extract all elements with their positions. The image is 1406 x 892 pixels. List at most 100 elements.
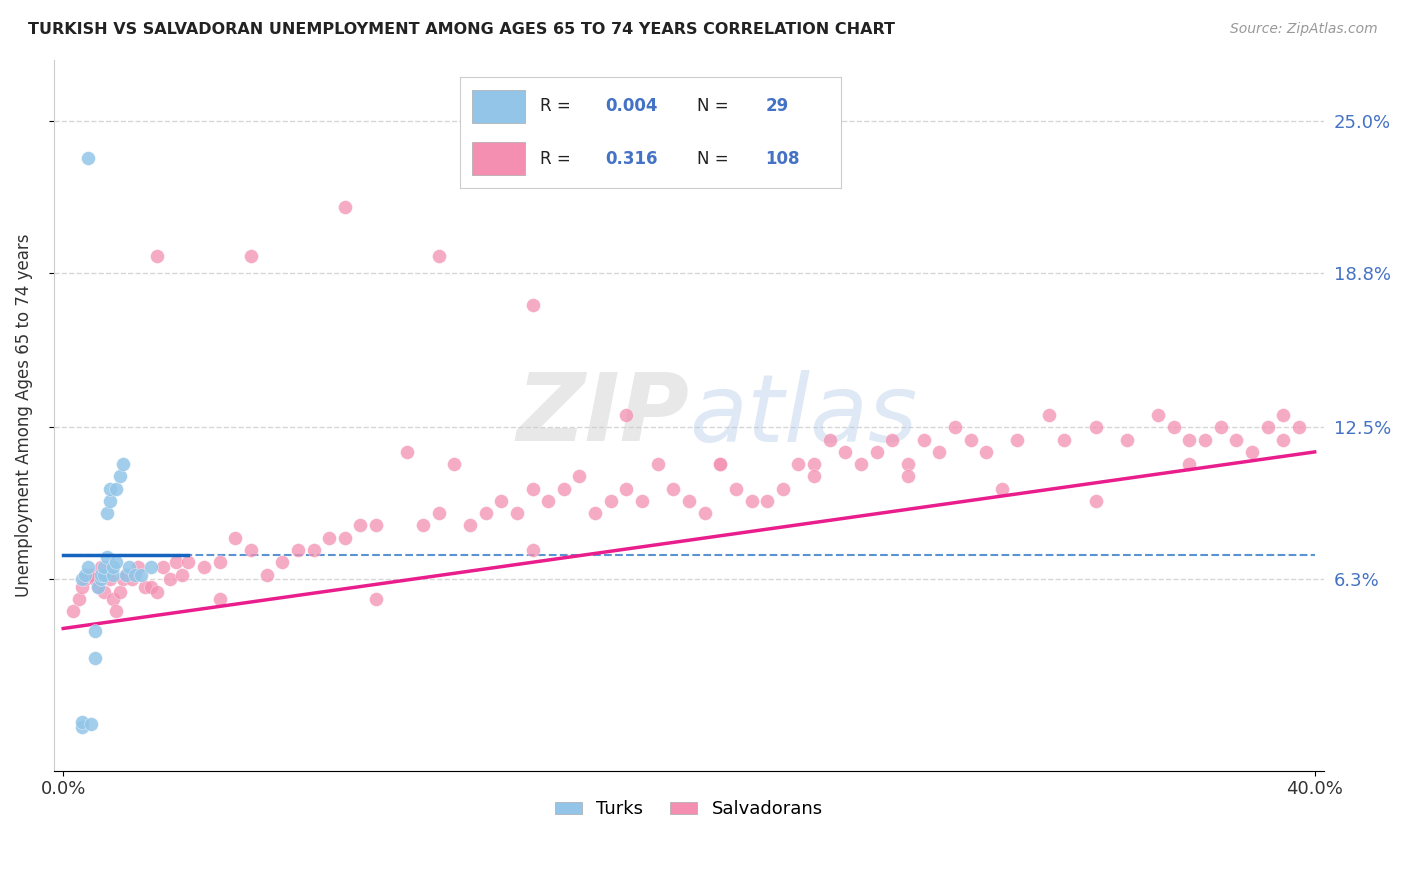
Point (80, 567, 103, 582)
Point (75, 573, 97, 587)
Point (912, 433, 935, 447)
Point (756, 494, 779, 508)
Point (974, 445, 997, 459)
Point (1178, 457, 1201, 471)
Point (897, 457, 920, 471)
Point (1272, 408, 1295, 422)
Point (614, 482, 637, 496)
Point (614, 408, 637, 422)
Point (396, 445, 419, 459)
Point (599, 494, 621, 508)
Point (121, 573, 143, 587)
Point (803, 469, 825, 483)
Point (90, 560, 112, 574)
Point (146, 584, 169, 599)
Point (67, 592, 90, 607)
Point (1163, 420, 1185, 434)
Point (83, 624, 105, 638)
Point (568, 469, 591, 483)
Point (105, 604, 128, 618)
Point (127, 560, 149, 574)
Point (114, 567, 136, 582)
Point (111, 573, 134, 587)
Point (1084, 494, 1107, 508)
Point (537, 494, 560, 508)
Point (662, 482, 685, 496)
Point (1038, 408, 1060, 422)
Point (724, 482, 747, 496)
Point (647, 457, 669, 471)
Point (959, 433, 981, 447)
Text: Source: ZipAtlas.com: Source: ZipAtlas.com (1230, 22, 1378, 37)
Point (882, 433, 904, 447)
Point (849, 457, 872, 471)
Point (83, 573, 105, 587)
Point (1147, 408, 1170, 422)
Point (224, 531, 246, 545)
Point (103, 567, 125, 582)
Point (991, 482, 1014, 496)
Point (678, 494, 700, 508)
Point (1272, 433, 1295, 447)
Point (105, 555, 128, 569)
Point (412, 518, 434, 533)
Point (131, 567, 153, 582)
Point (77, 151, 100, 165)
Text: ZIP: ZIP (516, 369, 689, 461)
Point (866, 445, 889, 459)
Point (1288, 420, 1310, 434)
Point (239, 249, 262, 263)
Point (522, 482, 544, 496)
Point (239, 543, 262, 558)
Point (349, 518, 371, 533)
Point (583, 506, 606, 520)
Point (165, 555, 187, 569)
Point (98, 573, 121, 587)
Point (553, 482, 575, 496)
Point (364, 518, 387, 533)
Point (108, 584, 131, 599)
Point (1178, 433, 1201, 447)
Point (93, 560, 115, 574)
Y-axis label: Unemployment Among Ages 65 to 74 years: Unemployment Among Ages 65 to 74 years (15, 234, 32, 597)
Point (318, 531, 340, 545)
Point (70, 720, 93, 734)
Point (70, 573, 93, 587)
Point (256, 567, 278, 582)
Point (77, 567, 100, 582)
Point (1053, 433, 1076, 447)
Point (114, 567, 136, 582)
Point (458, 518, 481, 533)
Point (103, 560, 125, 574)
Point (111, 457, 134, 471)
Point (75, 567, 97, 582)
Point (83, 651, 105, 665)
Point (631, 494, 654, 508)
Point (928, 445, 950, 459)
Text: TURKISH VS SALVADORAN UNEMPLOYMENT AMONG AGES 65 TO 74 YEARS CORRELATION CHART: TURKISH VS SALVADORAN UNEMPLOYMENT AMONG… (28, 22, 896, 37)
Point (489, 494, 512, 508)
Legend: Turks, Salvadorans: Turks, Salvadorans (547, 793, 831, 826)
Point (193, 560, 215, 574)
Point (70, 580, 93, 594)
Point (333, 531, 356, 545)
Text: atlas: atlas (689, 369, 917, 460)
Point (77, 560, 100, 574)
Point (98, 494, 121, 508)
Point (1241, 445, 1264, 459)
Point (772, 482, 794, 496)
Point (834, 445, 856, 459)
Point (103, 592, 125, 607)
Point (271, 555, 294, 569)
Point (943, 420, 966, 434)
Point (1116, 433, 1139, 447)
Point (118, 560, 141, 574)
Point (1194, 433, 1216, 447)
Point (1225, 433, 1247, 447)
Point (62, 604, 84, 618)
Point (208, 592, 231, 607)
Point (86, 580, 108, 594)
Point (443, 457, 465, 471)
Point (172, 567, 194, 582)
Point (709, 457, 731, 471)
